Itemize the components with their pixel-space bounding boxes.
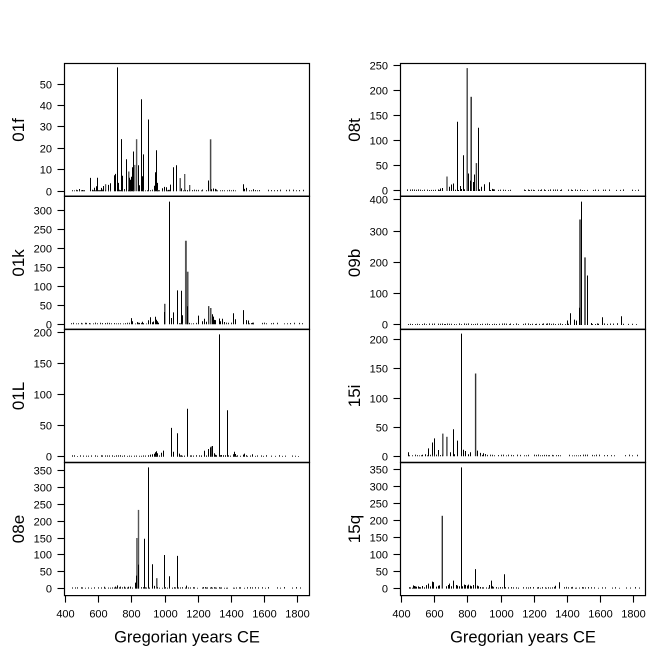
svg-text:0: 0 (382, 583, 388, 595)
svg-text:50: 50 (40, 79, 52, 91)
svg-text:50: 50 (40, 420, 52, 432)
svg-text:1600: 1600 (588, 609, 612, 621)
svg-text:200: 200 (34, 327, 52, 339)
svg-text:0: 0 (382, 451, 388, 463)
svg-text:50: 50 (40, 566, 52, 578)
svg-text:400: 400 (370, 194, 388, 206)
svg-text:350: 350 (34, 465, 52, 477)
svg-text:Gregorian years CE: Gregorian years CE (114, 629, 260, 647)
svg-text:400: 400 (392, 609, 410, 621)
svg-text:1400: 1400 (219, 609, 243, 621)
svg-text:0: 0 (46, 319, 52, 331)
svg-text:100: 100 (34, 389, 52, 401)
svg-text:1400: 1400 (555, 609, 579, 621)
svg-text:250: 250 (370, 498, 388, 510)
svg-text:200: 200 (370, 515, 388, 527)
svg-text:10: 10 (40, 164, 52, 176)
svg-text:1200: 1200 (522, 609, 546, 621)
svg-text:400: 400 (56, 609, 74, 621)
svg-text:01k: 01k (9, 249, 28, 277)
svg-text:150: 150 (34, 262, 52, 274)
svg-text:300: 300 (34, 482, 52, 494)
svg-text:800: 800 (122, 609, 140, 621)
svg-text:150: 150 (370, 363, 388, 375)
svg-text:150: 150 (370, 110, 388, 122)
svg-text:300: 300 (370, 481, 388, 493)
svg-text:200: 200 (370, 85, 388, 97)
svg-text:200: 200 (34, 243, 52, 255)
svg-text:250: 250 (34, 224, 52, 236)
svg-text:1200: 1200 (186, 609, 210, 621)
svg-text:100: 100 (370, 288, 388, 300)
svg-text:08t: 08t (345, 118, 364, 142)
svg-text:1600: 1600 (252, 609, 276, 621)
svg-text:15q: 15q (345, 515, 364, 543)
svg-text:50: 50 (376, 160, 388, 172)
svg-text:0: 0 (46, 583, 52, 595)
svg-text:08e: 08e (9, 515, 28, 543)
svg-text:200: 200 (34, 516, 52, 528)
svg-text:100: 100 (34, 549, 52, 561)
svg-text:40: 40 (40, 100, 52, 112)
svg-text:100: 100 (370, 393, 388, 405)
svg-text:50: 50 (376, 566, 388, 578)
svg-text:50: 50 (376, 422, 388, 434)
svg-text:1000: 1000 (153, 609, 177, 621)
svg-text:800: 800 (458, 609, 476, 621)
svg-text:Gregorian years CE: Gregorian years CE (450, 629, 596, 647)
svg-text:09b: 09b (345, 249, 364, 277)
svg-text:0: 0 (46, 451, 52, 463)
svg-text:600: 600 (89, 609, 107, 621)
svg-text:100: 100 (34, 281, 52, 293)
svg-text:150: 150 (34, 358, 52, 370)
svg-text:100: 100 (370, 135, 388, 147)
svg-text:100: 100 (370, 549, 388, 561)
svg-text:50: 50 (40, 300, 52, 312)
svg-text:250: 250 (370, 60, 388, 72)
svg-text:15i: 15i (345, 385, 364, 408)
svg-text:200: 200 (370, 257, 388, 269)
svg-text:01f: 01f (9, 118, 28, 142)
svg-text:0: 0 (46, 186, 52, 198)
svg-text:20: 20 (40, 143, 52, 155)
svg-text:1800: 1800 (285, 609, 309, 621)
svg-text:150: 150 (34, 533, 52, 545)
svg-text:300: 300 (34, 205, 52, 217)
svg-text:01L: 01L (9, 382, 28, 410)
svg-text:1800: 1800 (621, 609, 645, 621)
svg-text:250: 250 (34, 499, 52, 511)
svg-text:1000: 1000 (489, 609, 513, 621)
svg-text:300: 300 (370, 226, 388, 238)
svg-text:600: 600 (425, 609, 443, 621)
svg-text:30: 30 (40, 121, 52, 133)
svg-text:200: 200 (370, 334, 388, 346)
svg-text:0: 0 (382, 185, 388, 197)
svg-text:150: 150 (370, 532, 388, 544)
svg-text:350: 350 (370, 464, 388, 476)
svg-text:0: 0 (382, 319, 388, 331)
